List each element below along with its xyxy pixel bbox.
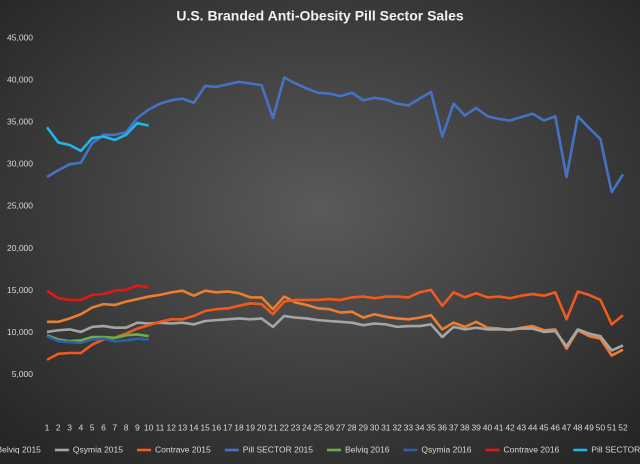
x-tick-label: 29: [359, 422, 369, 432]
x-tick-label: 10: [144, 422, 154, 432]
y-tick-label: 5,000: [12, 369, 34, 379]
x-tick-label: 51: [607, 422, 617, 432]
x-tick-label: 4: [79, 422, 84, 432]
x-tick-label: 40: [483, 422, 493, 432]
x-tick-label: 16: [212, 422, 222, 432]
x-tick-label: 34: [415, 422, 425, 432]
x-tick-label: 26: [325, 422, 335, 432]
x-tick-label: 6: [101, 422, 106, 432]
x-tick-label: 22: [279, 422, 289, 432]
x-tick-label: 17: [223, 422, 233, 432]
x-tick-label: 33: [404, 422, 414, 432]
x-tick-label: 28: [347, 422, 357, 432]
x-tick-label: 2: [56, 422, 61, 432]
x-tick-label: 46: [551, 422, 561, 432]
x-tick-label: 1: [45, 422, 50, 432]
y-tick-label: 35,000: [7, 116, 33, 126]
x-tick-label: 36: [438, 422, 448, 432]
y-tick-label: 45,000: [7, 32, 33, 42]
x-tick-label: 24: [302, 422, 312, 432]
x-tick-label: 47: [562, 422, 572, 432]
x-tick-label: 31: [381, 422, 391, 432]
y-tick-label: 40,000: [7, 74, 33, 84]
x-tick-label: 13: [178, 422, 188, 432]
series-line: [46, 314, 624, 352]
legend-label: Qsymia 2015: [73, 444, 123, 454]
x-tick-label: 39: [471, 422, 481, 432]
series-line: [47, 289, 624, 357]
x-tick-label: 41: [494, 422, 504, 432]
x-tick-label: 25: [313, 422, 323, 432]
x-tick-label: 3: [67, 422, 72, 432]
x-tick-label: 30: [370, 422, 380, 432]
y-tick-label: 30,000: [7, 159, 33, 169]
legend-label: Pill SECTOR 2015: [243, 444, 314, 454]
x-tick-label: 11: [156, 422, 165, 432]
x-tick-label: 43: [517, 422, 527, 432]
legend-label: Qsymia 2016: [421, 444, 471, 454]
legend-label: Contrave 2016: [504, 444, 560, 454]
series-line: [46, 76, 625, 194]
x-tick-label: 42: [505, 422, 515, 432]
x-tick-label: 18: [234, 422, 244, 432]
x-tick-label: 38: [460, 422, 470, 432]
x-tick-label: 32: [392, 422, 402, 432]
x-tick-label: 37: [449, 422, 459, 432]
x-tick-label: 49: [584, 422, 594, 432]
x-tick-label: 19: [246, 422, 256, 432]
series-line: [46, 284, 149, 302]
x-tick-label: 44: [528, 422, 538, 432]
x-tick-label: 5: [90, 422, 95, 432]
y-tick-label: 10,000: [7, 327, 33, 337]
x-tick-label: 35: [426, 422, 436, 432]
legend-label: Belviq 2016: [345, 444, 390, 454]
x-tick-label: 20: [257, 422, 267, 432]
x-tick-label: 15: [200, 422, 210, 432]
chart-title: U.S. Branded Anti-Obesity Pill Sector Sa…: [176, 8, 464, 24]
y-tick-label: 25,000: [7, 201, 33, 211]
x-tick-label: 7: [112, 422, 117, 432]
x-tick-label: 21: [268, 422, 278, 432]
x-tick-label: 27: [336, 422, 346, 432]
x-tick-label: 52: [618, 422, 628, 432]
x-tick-label: 23: [291, 422, 301, 432]
legend-label: Pill SECTOR 2016: [591, 444, 640, 454]
y-tick-label: 20,000: [7, 243, 33, 253]
x-tick-label: 48: [573, 422, 583, 432]
series-line: [45, 121, 149, 153]
x-tick-label: 8: [124, 422, 129, 432]
x-tick-label: 12: [167, 422, 177, 432]
x-tick-label: 45: [539, 422, 549, 432]
series-line: [46, 334, 149, 345]
legend-label: Contrave 2015: [155, 444, 211, 454]
series-line: [46, 288, 624, 361]
y-tick-label: 15,000: [7, 285, 33, 295]
x-tick-label: 14: [189, 422, 199, 432]
x-tick-label: 9: [135, 422, 140, 432]
x-tick-label: 50: [596, 422, 606, 432]
legend-label: Belviq 2015: [0, 444, 41, 454]
